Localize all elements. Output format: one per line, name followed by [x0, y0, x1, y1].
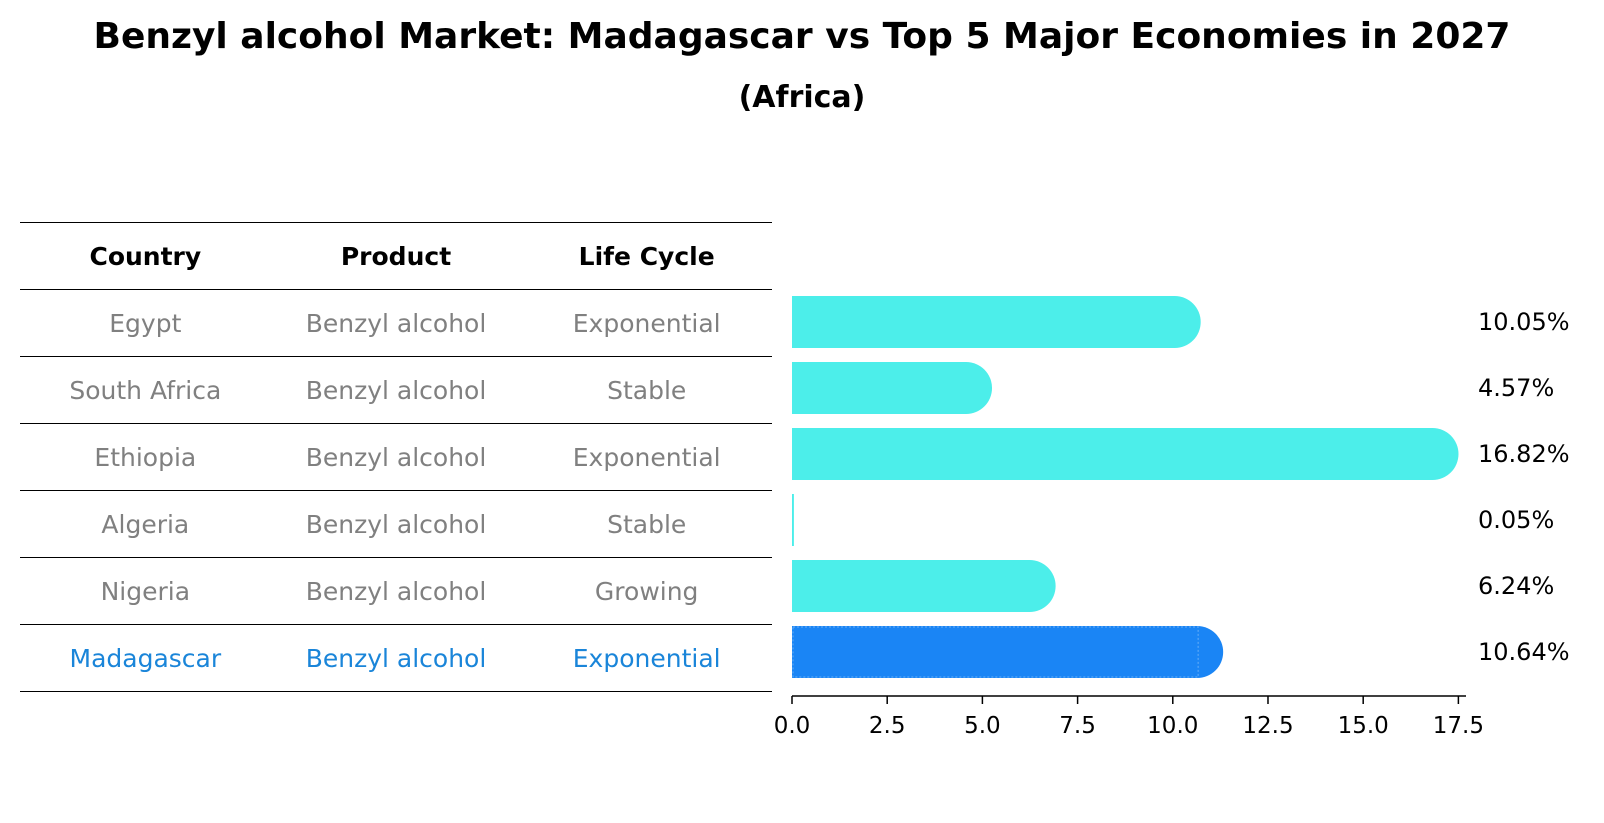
country-cell: South Africa [69, 375, 222, 405]
header-product: Product [340, 241, 452, 271]
bar-cap [1148, 296, 1201, 348]
bar-cap [1003, 560, 1056, 612]
bar-value-label: 6.24% [1478, 572, 1554, 600]
bar-value-label: 4.57% [1478, 374, 1554, 402]
x-tick-label: 0.0 [774, 713, 811, 739]
country-cell: Madagascar [69, 643, 222, 673]
x-tick-label: 17.5 [1433, 713, 1484, 739]
life-cycle-cell: Stable [607, 375, 687, 405]
bar [792, 362, 967, 414]
x-tick-label: 15.0 [1338, 713, 1389, 739]
life-cycle-cell: Growing [594, 576, 699, 606]
bar [792, 626, 1198, 678]
bar [792, 296, 1175, 348]
x-tick-label: 10.0 [1147, 713, 1198, 739]
chart-title: Benzyl alcohol Market: Madagascar vs Top… [93, 16, 1511, 57]
bar [792, 494, 794, 546]
header-country: Country [89, 241, 202, 271]
table-row: Ethiopia Benzyl alcohol Exponential [20, 423, 772, 490]
life-cycle-cell: Exponential [572, 442, 721, 472]
life-cycle-cell: Stable [607, 509, 687, 539]
bar [792, 428, 1433, 480]
product-cell: Benzyl alcohol [305, 509, 487, 539]
x-tick-label: 7.5 [1059, 713, 1096, 739]
table-row: South Africa Benzyl alcohol Stable [20, 356, 772, 423]
table-row: Nigeria Benzyl alcohol Growing [20, 557, 772, 624]
bar-value-label: 10.64% [1478, 638, 1570, 666]
bar-highlight-outline [792, 626, 1199, 678]
country-cell: Nigeria [100, 576, 191, 606]
product-cell: Benzyl alcohol [305, 643, 487, 673]
life-cycle-cell: Exponential [572, 643, 721, 673]
product-cell: Benzyl alcohol [305, 442, 487, 472]
country-cell: Egypt [109, 308, 182, 338]
table-row-highlight: Madagascar Benzyl alcohol Exponential [20, 624, 772, 692]
bar-cap [940, 362, 993, 414]
table-row: Algeria Benzyl alcohol Stable [20, 490, 772, 557]
bar-cap [1406, 428, 1459, 480]
country-cell: Algeria [101, 509, 190, 539]
product-cell: Benzyl alcohol [305, 576, 487, 606]
bar-value-label: 10.05% [1478, 308, 1570, 336]
x-tick-label: 12.5 [1242, 713, 1293, 739]
product-cell: Benzyl alcohol [305, 375, 487, 405]
life-cycle-cell: Exponential [572, 308, 721, 338]
chart-subtitle: (Africa) [738, 80, 866, 115]
country-cell: Ethiopia [94, 442, 197, 472]
table-row: Egypt Benzyl alcohol Exponential [20, 289, 772, 356]
bar-value-label: 0.05% [1478, 506, 1554, 534]
bar-cap [1171, 626, 1224, 678]
table-header-row: Country Product Life Cycle [20, 222, 772, 289]
bar-value-label: 16.82% [1478, 440, 1570, 468]
bar [792, 560, 1030, 612]
x-tick-label: 5.0 [964, 713, 1001, 739]
product-cell: Benzyl alcohol [305, 308, 487, 338]
x-tick-label: 2.5 [869, 713, 906, 739]
data-table: Country Product Life Cycle Egypt Benzyl … [20, 222, 772, 692]
header-life-cycle: Life Cycle [578, 241, 715, 271]
